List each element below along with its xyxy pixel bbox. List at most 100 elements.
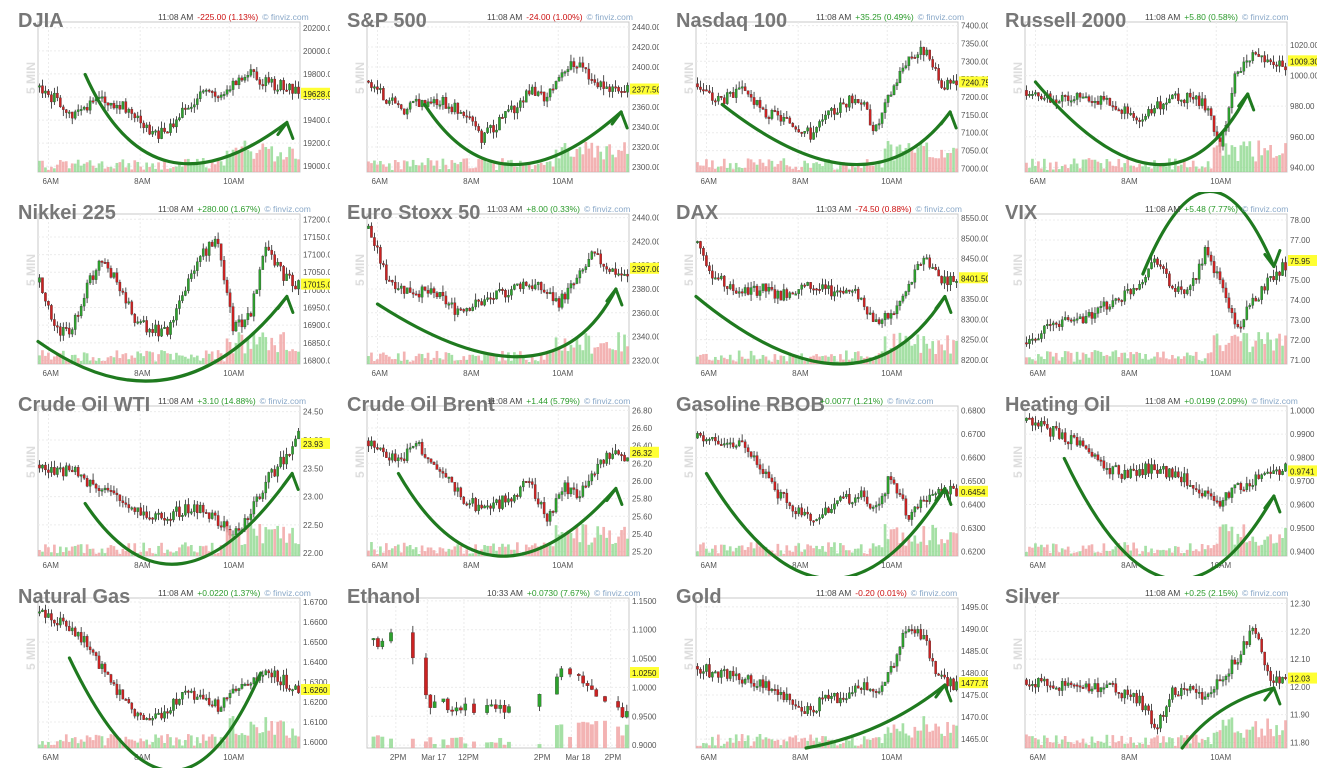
chart-title[interactable]: Natural Gas [18, 586, 131, 608]
chart-title[interactable]: DAX [676, 202, 719, 224]
volume-bar [1233, 334, 1237, 364]
y-tick-label: 980.00 [1290, 102, 1315, 111]
volume-bar [776, 359, 780, 364]
chart-title[interactable]: Nasdaq 100 [676, 10, 788, 32]
volume-bar [225, 150, 229, 172]
chart-title[interactable]: Russell 2000 [1005, 10, 1127, 32]
candle [1099, 96, 1103, 105]
volume-bar [252, 158, 256, 172]
y-tick-label: 26.20 [632, 459, 653, 468]
volume-bar [294, 735, 297, 748]
y-tick-label: 0.9900 [1290, 430, 1315, 439]
chart-svg: 7400.007350.007300.007250.007200.007150.… [695, 21, 988, 186]
chart-title[interactable]: Gasoline RBOB [676, 394, 825, 416]
chart-panel[interactable]: 1495.00 1490.00 1485.00 1480.00 1475.00 1470.… [658, 576, 988, 768]
candle [611, 453, 614, 459]
volume-bar [1072, 743, 1076, 748]
chart-panel[interactable]: 20200.0020000.0019800.0019600.0019400.00… [0, 0, 330, 192]
volume-bar [1105, 159, 1109, 172]
chart-title[interactable]: DJIA [18, 10, 64, 32]
candle [590, 685, 594, 690]
candle [708, 90, 711, 93]
candle [1177, 93, 1180, 101]
chart-panel[interactable]: 17200.0017150.0017100.0017050.0017000.00… [0, 192, 330, 384]
chart-panel[interactable]: 24.5024.0023.5023.0022.5022.006AM8AM10AM… [0, 384, 330, 576]
chart-title[interactable]: VIX [1005, 202, 1038, 224]
candle [587, 480, 591, 487]
candle [70, 469, 74, 473]
volume-bar [133, 160, 137, 172]
volume-bar [803, 737, 807, 748]
chart-panel[interactable]: 12.30 12.20 12.10 12.00 11.90 11.80 6AM 8AM 10AM… [987, 576, 1317, 768]
candle [1040, 678, 1043, 682]
chart-panel[interactable]: 2440.002420.002400.002380.002360.002340.… [329, 192, 659, 384]
candle [949, 275, 952, 286]
chart-panel[interactable]: 0.6800 0.6700 0.6600 0.6500 0.6400 0.6300 0.62… [658, 384, 988, 576]
candle [569, 283, 573, 289]
volume-bar [201, 734, 205, 748]
y-tick-label: 26.40 [632, 442, 653, 451]
quote-time: 11:08 AM [816, 12, 852, 22]
chart-title[interactable]: Crude Oil WTI [18, 394, 151, 416]
candle [542, 502, 546, 515]
chart-title[interactable]: S&P 500 [347, 10, 427, 32]
chart-title[interactable]: Silver [1005, 586, 1060, 608]
volume-bar [551, 166, 555, 172]
volume-bar [181, 166, 184, 172]
volume-bar [109, 166, 113, 172]
volume-bar [539, 354, 543, 364]
volume-bar [441, 548, 445, 556]
candle [889, 665, 893, 673]
volume-bar [367, 356, 370, 364]
chart-panel[interactable]: 1.6700 1.6600 1.6500 1.6400 1.6300 1.6200 1.61… [0, 576, 330, 768]
chart-title[interactable]: Gold [676, 586, 722, 608]
volume-bar [70, 354, 74, 364]
y-tick-label: 0.6700 [961, 430, 986, 439]
last-price-highlight [1288, 55, 1317, 67]
candle [576, 674, 581, 676]
volume-bar [527, 361, 531, 364]
volume-bar [1200, 544, 1204, 556]
volume-bar [1087, 744, 1091, 748]
x-tick-label: 6AM [1029, 369, 1046, 378]
candle [1245, 641, 1249, 645]
candle [1227, 297, 1231, 309]
interval-label: 5 MIN [24, 253, 38, 286]
candle [465, 115, 469, 118]
candle [441, 698, 446, 702]
chart-panel[interactable]: 1.1500 1.1000 1.0500 1.0000 0.9500 0.9000 2PM M… [329, 576, 659, 768]
candle [803, 711, 806, 714]
volume-bar [435, 160, 439, 172]
y-tick-label: 1.0000 [1290, 407, 1315, 416]
chart-title[interactable]: Euro Stoxx 50 [347, 202, 481, 224]
candle [1251, 52, 1255, 61]
volume-bar [288, 737, 291, 748]
chart-panel[interactable]: 8550.008500.008450.008400.008350.008300.… [658, 192, 988, 384]
volume-bar [1138, 164, 1141, 172]
chart-panel[interactable]: 1.0000 0.9900 0.9800 0.9700 0.9600 0.9500 0.94… [987, 384, 1317, 576]
y-tick-label: 2420.00 [632, 43, 659, 52]
chart-title[interactable]: Heating Oil [1005, 394, 1111, 416]
candle [1054, 322, 1058, 325]
chart-panel[interactable]: 1020.00 1000.00 980.00 960.00 940.00 6AM 8AM 10… [987, 0, 1317, 192]
chart-title[interactable]: Ethanol [347, 586, 421, 608]
candle [414, 98, 418, 102]
chart-panel[interactable]: 7400.007350.007300.007250.007200.007150.… [658, 0, 988, 192]
chart-panel[interactable]: 2440.002420.002400.002380.002360.002340.… [329, 0, 659, 192]
candle [139, 507, 142, 516]
volume-bar [148, 166, 151, 172]
candle [1245, 60, 1249, 63]
chart-title[interactable]: Crude Oil Brent [347, 394, 495, 416]
chart-title[interactable]: Nikkei 225 [18, 202, 116, 224]
candle [1108, 468, 1112, 475]
chart-panel[interactable]: 78.0077.0076.0075.0074.0073.0072.0071.00… [987, 192, 1317, 384]
candle [454, 707, 459, 712]
volume-bar [746, 358, 750, 364]
volume-bar [151, 352, 154, 364]
candle [910, 282, 914, 285]
volume-bar [106, 166, 110, 172]
candle [285, 674, 288, 689]
chart-panel[interactable]: 26.80 26.60 26.40 26.20 26.00 25.80 25.60 25.40… [329, 384, 659, 576]
volume-bar [1147, 167, 1150, 172]
volume-bar [557, 346, 561, 364]
